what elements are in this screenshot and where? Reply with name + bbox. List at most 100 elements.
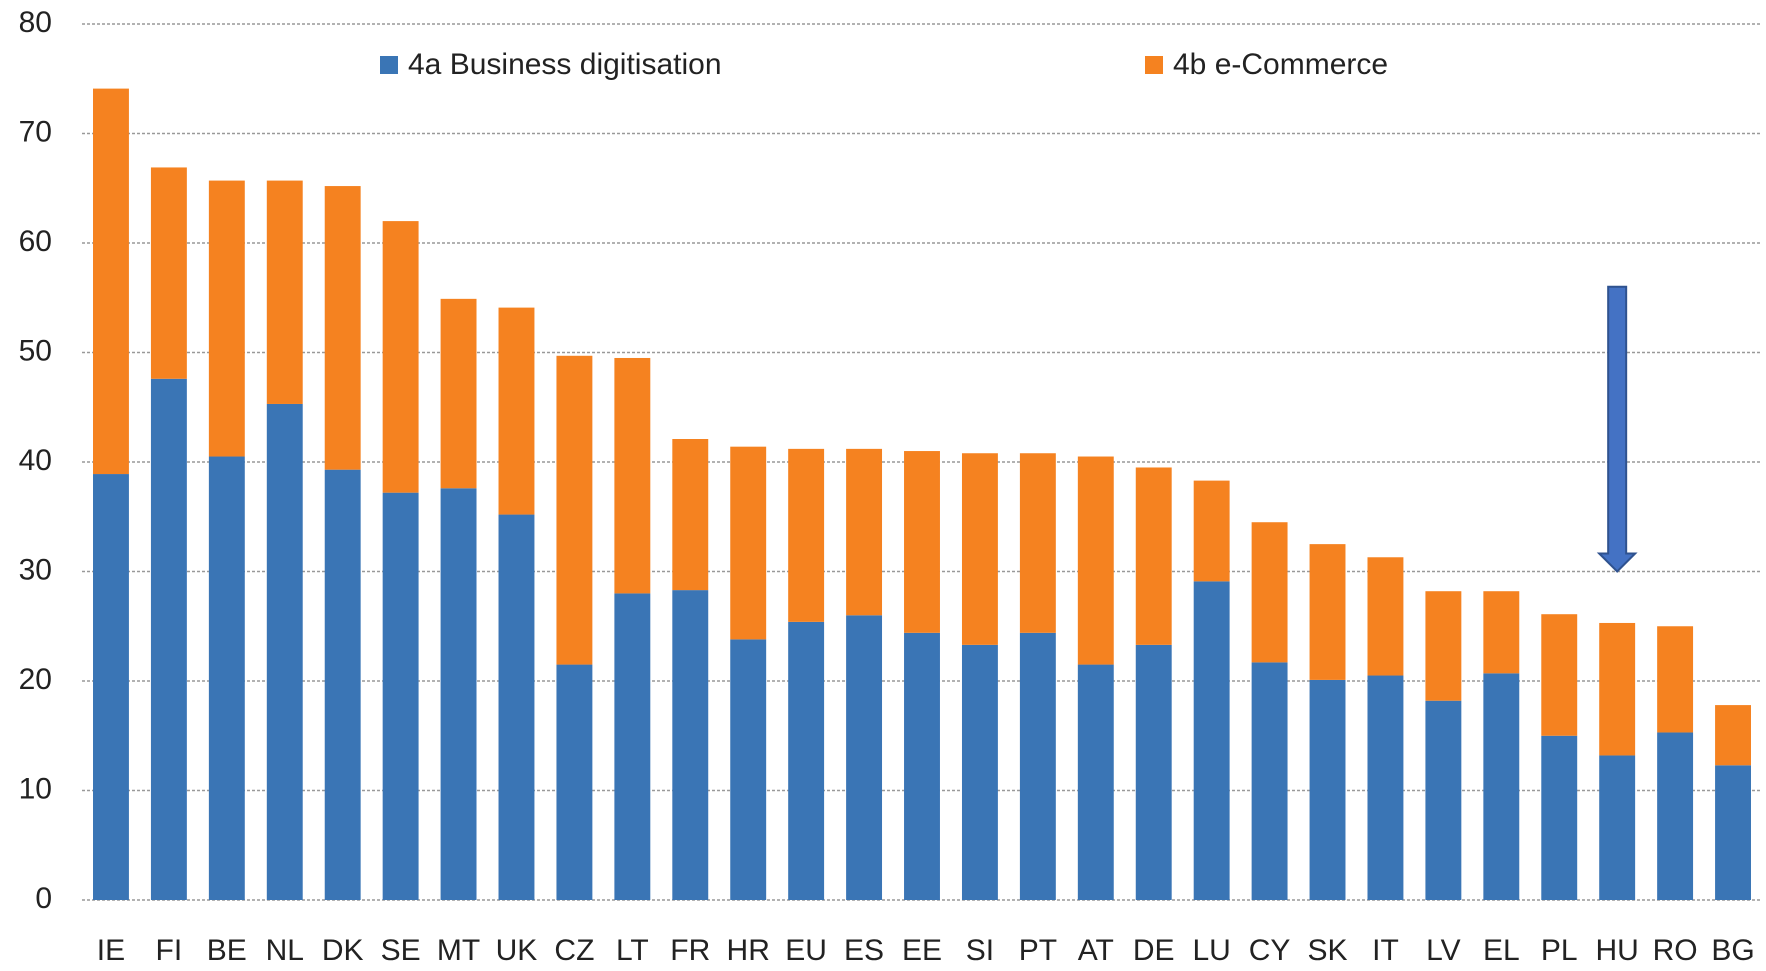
bar-segment [730, 639, 767, 900]
x-tick-label: CZ [554, 934, 594, 967]
bar-segment [382, 221, 419, 493]
bar-segment [1367, 675, 1404, 900]
bar-segment [440, 298, 477, 489]
bar-segment [1715, 705, 1751, 766]
bar-segment [846, 448, 883, 616]
x-tick-label: NL [266, 934, 304, 967]
legend-swatch [380, 56, 398, 74]
bar-segment [93, 88, 129, 475]
bar-segment [1657, 626, 1694, 733]
bar-segment [1715, 765, 1751, 900]
bar-segment [208, 180, 245, 457]
bar-segment [1483, 673, 1520, 900]
legend-label: 4b e-Commerce [1173, 48, 1388, 81]
legend-label: 4a Business digitisation [408, 48, 722, 81]
bar-segment [1193, 581, 1230, 900]
bar-segment [788, 621, 825, 900]
bar-segment [556, 355, 593, 665]
bar-segment [1135, 467, 1172, 645]
bar-segment [208, 456, 245, 900]
x-tick-label: DE [1133, 934, 1175, 967]
x-tick-label: PT [1019, 934, 1057, 967]
x-tick-label: LU [1192, 934, 1230, 967]
y-tick-label: 40 [19, 444, 52, 477]
bar-segment [904, 451, 940, 633]
bar-segment [382, 492, 419, 900]
bar-segment [1367, 557, 1404, 676]
bar-segment [1251, 662, 1288, 900]
bar-segment [788, 448, 825, 622]
bar-segment [324, 469, 361, 900]
bar-segment [1251, 522, 1288, 663]
bar-segment [672, 439, 709, 591]
bar-segment [1425, 591, 1462, 701]
bar-segment [324, 186, 361, 470]
bar-segment [846, 615, 883, 900]
x-tick-label: MT [437, 934, 480, 967]
x-tick-label: ES [844, 934, 884, 967]
y-tick-label: 80 [19, 6, 52, 39]
bar-segment [1135, 644, 1172, 900]
bar-segment [498, 514, 535, 900]
x-tick-label: SK [1308, 934, 1348, 967]
bar-segment [730, 446, 767, 640]
x-tick-label: FI [156, 934, 183, 967]
x-tick-label: EL [1483, 934, 1520, 967]
bar-segment [672, 590, 709, 900]
x-tick-label: AT [1078, 934, 1114, 967]
bar-segment [961, 453, 998, 645]
x-tick-label: HR [727, 934, 770, 967]
bar-segment [150, 378, 187, 900]
x-tick-label: UK [496, 934, 538, 967]
bar-segment [1193, 480, 1230, 582]
bar-segment [266, 180, 303, 404]
bar-segment [1309, 544, 1346, 680]
bar-segment [961, 644, 998, 900]
x-tick-label: FR [670, 934, 710, 967]
x-tick-label: DK [322, 934, 364, 967]
bar-segment [556, 664, 593, 900]
x-tick-label: PL [1541, 934, 1578, 967]
bar-segment [1599, 755, 1636, 900]
x-tick-label: RO [1653, 934, 1698, 967]
y-tick-label: 30 [19, 553, 52, 586]
bar-segment [1077, 456, 1114, 665]
y-tick-label: 20 [19, 663, 52, 696]
x-tick-label: BG [1711, 934, 1754, 967]
y-tick-label: 0 [35, 882, 52, 915]
bar-segment [1077, 664, 1114, 900]
y-tick-label: 10 [19, 772, 52, 805]
bar-segment [93, 474, 129, 900]
bar-segment [1425, 700, 1462, 900]
y-tick-label: 50 [19, 334, 52, 367]
bar-segment [614, 593, 651, 900]
bar-segment [1019, 453, 1056, 633]
bar-segment [1019, 632, 1056, 900]
bar-segment [1483, 591, 1520, 674]
x-tick-label: EU [785, 934, 827, 967]
x-tick-label: HU [1596, 934, 1639, 967]
x-tick-label: CY [1249, 934, 1291, 967]
x-tick-label: LV [1426, 934, 1460, 967]
bar-segment [904, 632, 940, 900]
y-tick-label: 60 [19, 225, 52, 258]
x-tick-label: IE [97, 934, 125, 967]
x-tick-label: LT [616, 934, 649, 967]
annotation-arrow [1596, 285, 1638, 573]
bar-segment [498, 307, 535, 515]
x-tick-label: EE [902, 934, 942, 967]
x-tick-label: IT [1372, 934, 1399, 967]
bar-segment [1599, 622, 1636, 756]
bar-segment [1657, 732, 1694, 900]
x-tick-label: SI [966, 934, 994, 967]
bar-segment [440, 488, 477, 900]
legend-swatch [1145, 56, 1163, 74]
bar-segment [1309, 679, 1346, 900]
bar-segment [1541, 735, 1578, 900]
y-tick-label: 70 [19, 115, 52, 148]
bar-segment [266, 403, 303, 900]
bar-segment [1541, 614, 1578, 736]
bar-segment [614, 357, 651, 594]
bar-segment [150, 167, 187, 379]
